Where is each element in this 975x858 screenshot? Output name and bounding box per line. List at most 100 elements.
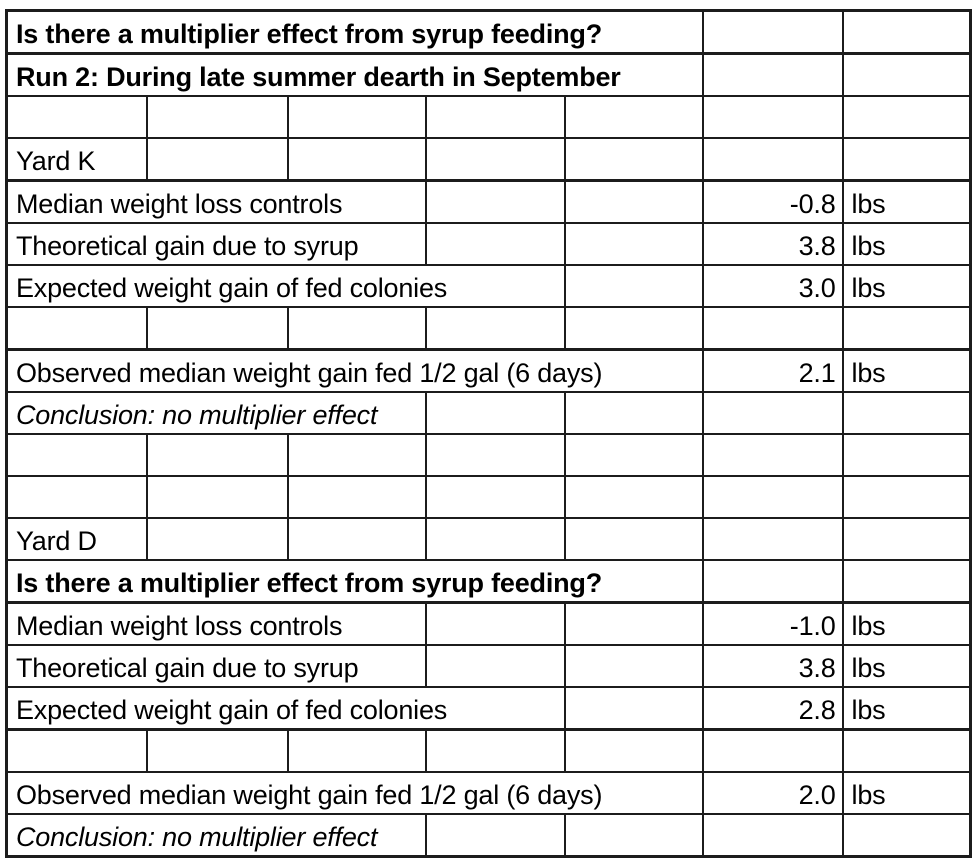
cell-empty[interactable] — [841, 95, 972, 139]
cell-conclusion[interactable]: Conclusion: no multiplier effect — [5, 813, 427, 858]
cell-empty[interactable] — [424, 95, 566, 139]
cell-unit[interactable]: lbs — [841, 644, 972, 688]
cell-unit[interactable]: lbs — [841, 686, 972, 731]
cell-empty[interactable] — [5, 475, 148, 519]
cell-empty[interactable] — [424, 475, 566, 519]
cell-empty[interactable] — [701, 559, 844, 604]
cell-empty[interactable] — [424, 517, 566, 561]
cell-empty[interactable] — [424, 813, 566, 858]
cell-metric-label[interactable]: Expected weight gain of fed colonies — [5, 264, 566, 308]
cell-metric-label[interactable]: Median weight loss controls — [5, 179, 427, 224]
cell-empty[interactable] — [841, 517, 972, 561]
cell-empty[interactable] — [563, 475, 704, 519]
cell-empty[interactable] — [424, 728, 566, 773]
cell-empty[interactable] — [145, 728, 289, 773]
cell-empty[interactable] — [701, 391, 844, 435]
cell-empty[interactable] — [563, 391, 704, 435]
cell-value[interactable]: 2.1 — [701, 348, 844, 393]
cell-empty[interactable] — [841, 9, 972, 55]
cell-empty[interactable] — [563, 264, 704, 308]
cell-empty[interactable] — [563, 433, 704, 477]
cell-value[interactable]: 3.8 — [701, 222, 844, 266]
cell-empty[interactable] — [701, 475, 844, 519]
cell-empty[interactable] — [563, 686, 704, 731]
cell-empty[interactable] — [424, 433, 566, 477]
cell-empty[interactable] — [145, 306, 289, 351]
cell-conclusion[interactable]: Conclusion: no multiplier effect — [5, 391, 427, 435]
cell-empty[interactable] — [563, 813, 704, 858]
cell-empty[interactable] — [701, 517, 844, 561]
cell-empty[interactable] — [286, 475, 427, 519]
cell-empty[interactable] — [701, 813, 844, 858]
cell-empty[interactable] — [424, 306, 566, 351]
cell-empty[interactable] — [145, 433, 289, 477]
cell-empty[interactable] — [286, 95, 427, 139]
cell-empty[interactable] — [841, 52, 972, 97]
cell-empty[interactable] — [145, 517, 289, 561]
cell-empty[interactable] — [424, 391, 566, 435]
cell-empty[interactable] — [563, 306, 704, 351]
cell-empty[interactable] — [841, 559, 972, 604]
cell-metric-label[interactable]: Observed median weight gain fed 1/2 gal … — [5, 348, 704, 393]
cell-empty[interactable] — [701, 433, 844, 477]
cell-empty[interactable] — [5, 95, 148, 139]
cell-metric-label[interactable]: Expected weight gain of fed colonies — [5, 686, 566, 731]
cell-empty[interactable] — [145, 95, 289, 139]
cell-empty[interactable] — [563, 728, 704, 773]
cell-question[interactable]: Is there a multiplier effect from syrup … — [5, 9, 704, 55]
cell-run-label[interactable]: Run 2: During late summer dearth in Sept… — [5, 52, 704, 97]
cell-empty[interactable] — [286, 137, 427, 182]
cell-question[interactable]: Is there a multiplier effect from syrup … — [5, 559, 704, 604]
cell-empty[interactable] — [424, 644, 566, 688]
cell-unit[interactable]: lbs — [841, 771, 972, 815]
cell-empty[interactable] — [563, 601, 704, 646]
cell-empty[interactable] — [701, 728, 844, 773]
cell-empty[interactable] — [286, 517, 427, 561]
cell-empty[interactable] — [841, 306, 972, 351]
cell-metric-label[interactable]: Theoretical gain due to syrup — [5, 644, 427, 688]
cell-empty[interactable] — [701, 52, 844, 97]
cell-empty[interactable] — [841, 475, 972, 519]
cell-value[interactable]: 2.0 — [701, 771, 844, 815]
cell-yard-label[interactable]: Yard K — [5, 137, 148, 182]
cell-empty[interactable] — [841, 391, 972, 435]
cell-metric-label[interactable]: Theoretical gain due to syrup — [5, 222, 427, 266]
cell-value[interactable]: 3.0 — [701, 264, 844, 308]
cell-empty[interactable] — [5, 728, 148, 773]
cell-empty[interactable] — [701, 9, 844, 55]
cell-unit[interactable]: lbs — [841, 601, 972, 646]
cell-empty[interactable] — [424, 137, 566, 182]
cell-empty[interactable] — [701, 137, 844, 182]
cell-empty[interactable] — [841, 137, 972, 182]
cell-unit[interactable]: lbs — [841, 264, 972, 308]
cell-unit[interactable]: lbs — [841, 348, 972, 393]
cell-empty[interactable] — [563, 95, 704, 139]
cell-empty[interactable] — [424, 601, 566, 646]
cell-empty[interactable] — [286, 728, 427, 773]
cell-empty[interactable] — [563, 644, 704, 688]
cell-empty[interactable] — [145, 475, 289, 519]
cell-value[interactable]: 3.8 — [701, 644, 844, 688]
cell-empty[interactable] — [563, 222, 704, 266]
cell-empty[interactable] — [424, 222, 566, 266]
cell-metric-label[interactable]: Median weight loss controls — [5, 601, 427, 646]
cell-value[interactable]: -1.0 — [701, 601, 844, 646]
cell-empty[interactable] — [145, 137, 289, 182]
cell-empty[interactable] — [701, 306, 844, 351]
cell-empty[interactable] — [563, 179, 704, 224]
cell-empty[interactable] — [5, 306, 148, 351]
cell-empty[interactable] — [841, 433, 972, 477]
cell-empty[interactable] — [563, 137, 704, 182]
cell-yard-label[interactable]: Yard D — [5, 517, 148, 561]
cell-empty[interactable] — [701, 95, 844, 139]
cell-metric-label[interactable]: Observed median weight gain fed 1/2 gal … — [5, 771, 704, 815]
cell-value[interactable]: 2.8 — [701, 686, 844, 731]
cell-unit[interactable]: lbs — [841, 222, 972, 266]
cell-empty[interactable] — [5, 433, 148, 477]
cell-empty[interactable] — [424, 179, 566, 224]
cell-empty[interactable] — [286, 306, 427, 351]
cell-empty[interactable] — [563, 517, 704, 561]
cell-empty[interactable] — [286, 433, 427, 477]
cell-empty[interactable] — [841, 728, 972, 773]
cell-empty[interactable] — [841, 813, 972, 858]
